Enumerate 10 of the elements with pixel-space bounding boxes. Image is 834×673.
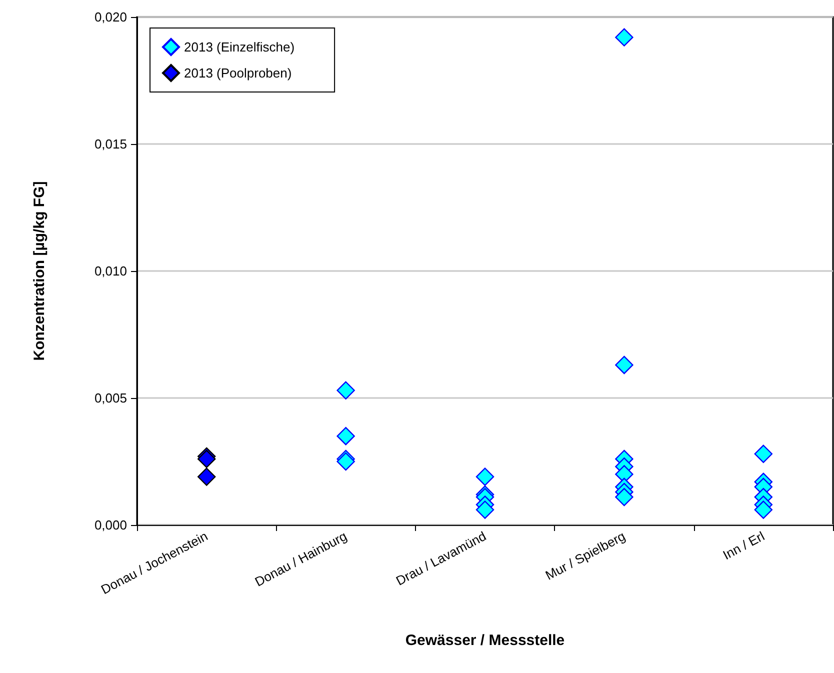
y-tick-label: 0,020 [94,10,127,24]
legend-label: 2013 (Poolproben) [184,66,292,80]
y-tick-label: 0,000 [94,518,127,532]
x-axis-title: Gewässer / Messstelle [405,632,565,649]
y-tick-label: 0,015 [94,136,127,152]
y-tick-label: 0,005 [94,390,127,406]
y-axis-title: Konzentration [µg/kg FG] [31,181,48,361]
legend-label: 2013 (Einzelfische) [184,40,295,54]
x-tick-label: Inn / Erl [720,528,768,563]
y-tick-label: 0,010 [94,264,127,278]
